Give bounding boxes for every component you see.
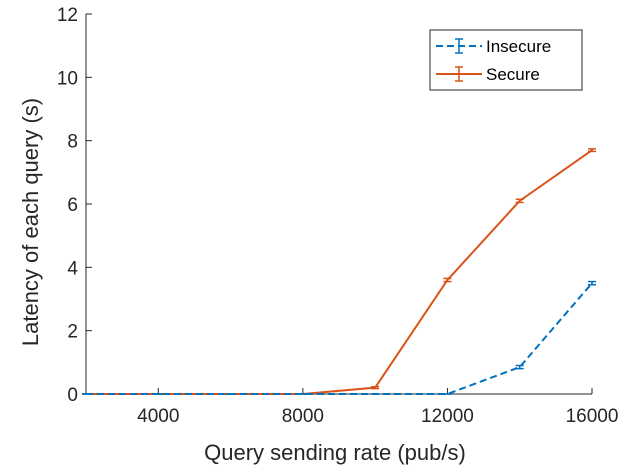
data-point-insecure — [302, 393, 304, 395]
series-layer — [82, 148, 596, 395]
y-tick-label: 0 — [67, 385, 78, 406]
data-point-insecure — [157, 393, 160, 395]
legend-label-insecure: Insecure — [486, 37, 551, 56]
y-tick-label: 4 — [67, 258, 78, 279]
y-tick-label: 8 — [67, 132, 78, 153]
data-point-insecure — [591, 282, 593, 284]
data-point-insecure — [374, 393, 376, 395]
series-secure — [82, 148, 596, 395]
x-tick-label: 4000 — [137, 406, 179, 427]
series-insecure — [82, 280, 596, 395]
x-tick-label: 16000 — [566, 406, 619, 427]
data-point-secure — [446, 279, 449, 281]
data-point-insecure — [85, 393, 87, 395]
x-tick-label: 8000 — [282, 406, 324, 427]
x-tick-label: 12000 — [421, 406, 474, 427]
data-point-secure — [518, 200, 521, 202]
legend-box — [429, 29, 583, 91]
y-axis-label: Latency of each query (s) — [18, 98, 43, 346]
series-line-insecure — [86, 282, 593, 395]
data-point-secure — [591, 149, 593, 151]
data-point-insecure — [518, 366, 521, 368]
y-tick-label: 2 — [67, 322, 78, 343]
data-point-insecure — [229, 393, 232, 395]
y-tick-label: 6 — [67, 195, 78, 216]
legend-label-secure: Secure — [486, 65, 540, 84]
y-tick-label: 10 — [57, 68, 78, 89]
y-tick-label: 12 — [57, 5, 78, 26]
legend: Insecure Secure — [429, 29, 583, 91]
legend-item-secure: Secure — [436, 65, 540, 84]
x-axis-label: Query sending rate (pub/s) — [204, 440, 466, 465]
y-axis: 0 2 4 6 8 10 12 — [57, 5, 92, 406]
legend-item-insecure: Insecure — [436, 37, 551, 56]
data-point-insecure — [446, 393, 449, 395]
series-line-secure — [86, 149, 593, 395]
data-point-secure — [374, 386, 376, 389]
